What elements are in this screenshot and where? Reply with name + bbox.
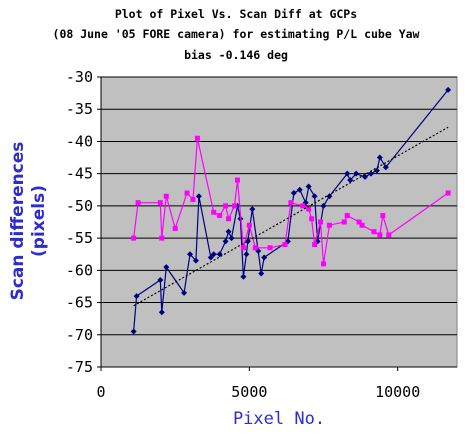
data-point bbox=[226, 216, 232, 222]
data-point bbox=[282, 242, 288, 248]
y-tick-label: -30 bbox=[66, 68, 93, 86]
y-tick-labels: -30 -35 -40 -45 -50 -55 -60 -65 -70 -75 bbox=[66, 68, 101, 376]
plot-area bbox=[100, 76, 458, 368]
data-point bbox=[318, 219, 324, 225]
data-point bbox=[377, 232, 383, 238]
x-tick-label: 0 bbox=[96, 383, 105, 401]
series-1 bbox=[130, 86, 452, 335]
data-point bbox=[133, 293, 140, 300]
y-axis-label-line-2: (pixels) bbox=[29, 185, 49, 257]
data-point bbox=[249, 206, 256, 213]
data-point bbox=[163, 193, 169, 199]
data-point bbox=[306, 206, 312, 212]
data-point bbox=[217, 213, 223, 219]
data-point bbox=[234, 177, 240, 183]
y-tick-label: -50 bbox=[66, 197, 93, 215]
data-point bbox=[243, 251, 250, 258]
data-point bbox=[290, 190, 297, 196]
data-point bbox=[261, 254, 268, 261]
x-tick-labels: 0 5000 10000 bbox=[96, 367, 420, 401]
chart-title-line-2: (08 June '05 FORE camera) for estimating… bbox=[53, 27, 420, 41]
data-point bbox=[356, 219, 362, 225]
y-tick-label: -35 bbox=[66, 100, 93, 118]
data-point bbox=[312, 242, 318, 248]
data-point bbox=[207, 254, 214, 261]
chart-title-line-1: Plot of Pixel Vs. Scan Diff at GCPs bbox=[115, 7, 357, 21]
data-point bbox=[258, 270, 265, 277]
data-point bbox=[246, 222, 252, 228]
data-point bbox=[158, 309, 165, 316]
data-point bbox=[240, 273, 247, 280]
data-point bbox=[187, 251, 193, 258]
data-point bbox=[344, 170, 351, 177]
data-point bbox=[309, 216, 315, 222]
y-tick-label: -55 bbox=[66, 229, 93, 247]
data-point bbox=[181, 289, 188, 296]
data-point bbox=[300, 203, 306, 209]
x-tick-label: 10000 bbox=[375, 383, 420, 401]
series-2 bbox=[131, 135, 451, 267]
data-point bbox=[240, 245, 246, 251]
data-point bbox=[344, 213, 350, 219]
trendline bbox=[133, 126, 449, 307]
data-point bbox=[135, 200, 141, 206]
data-point bbox=[380, 213, 386, 219]
data-point bbox=[326, 222, 332, 228]
data-point bbox=[376, 154, 383, 161]
data-point bbox=[192, 257, 199, 264]
data-point bbox=[386, 232, 392, 238]
data-point bbox=[296, 186, 303, 193]
y-tick-label: -70 bbox=[66, 326, 93, 344]
data-point bbox=[159, 235, 165, 241]
data-point bbox=[194, 135, 200, 141]
chart-title: Plot of Pixel Vs. Scan Diff at GCPs (08 … bbox=[53, 7, 420, 62]
data-point bbox=[222, 238, 229, 245]
data-point bbox=[359, 222, 365, 228]
y-tick-label: -40 bbox=[66, 132, 93, 150]
x-tick-label: 5000 bbox=[231, 383, 267, 401]
data-point bbox=[267, 245, 273, 251]
data-point bbox=[228, 235, 235, 242]
y-tick-label: -75 bbox=[66, 358, 93, 376]
data-point bbox=[311, 193, 318, 200]
data-point bbox=[211, 209, 217, 215]
data-point bbox=[341, 219, 347, 225]
x-axis-label: Pixel No. bbox=[233, 409, 325, 429]
data-point bbox=[225, 228, 232, 235]
data-point bbox=[320, 202, 327, 209]
data-point bbox=[371, 229, 377, 235]
trendline-layer bbox=[133, 126, 449, 307]
data-point bbox=[445, 190, 451, 196]
data-point bbox=[382, 164, 389, 171]
data-point bbox=[157, 200, 163, 206]
data-point bbox=[210, 251, 217, 258]
y-tick-label: -60 bbox=[66, 261, 93, 279]
data-point bbox=[157, 277, 164, 283]
data-point bbox=[223, 203, 229, 209]
data-point bbox=[305, 183, 312, 190]
data-point bbox=[353, 170, 360, 177]
data-point bbox=[130, 328, 137, 335]
data-point bbox=[326, 193, 333, 200]
y-tick-label: -65 bbox=[66, 294, 93, 312]
data-point bbox=[252, 245, 258, 251]
data-point bbox=[347, 177, 354, 184]
data-point bbox=[131, 235, 137, 241]
series-layer bbox=[130, 86, 452, 335]
data-point bbox=[195, 193, 202, 200]
data-point bbox=[190, 196, 196, 202]
data-point bbox=[172, 225, 178, 231]
y-axis-label-line-1: Scan differences bbox=[8, 142, 28, 301]
data-point bbox=[184, 190, 190, 196]
data-point bbox=[232, 203, 237, 209]
data-point bbox=[163, 264, 170, 271]
data-point bbox=[288, 200, 294, 206]
y-tick-label: -45 bbox=[66, 165, 93, 183]
chart-title-line-3: bias -0.146 deg bbox=[184, 48, 288, 62]
y-axis-label: Scan differences (pixels) bbox=[8, 142, 49, 301]
data-point bbox=[321, 261, 326, 267]
data-point bbox=[367, 170, 374, 177]
data-point bbox=[445, 86, 452, 93]
